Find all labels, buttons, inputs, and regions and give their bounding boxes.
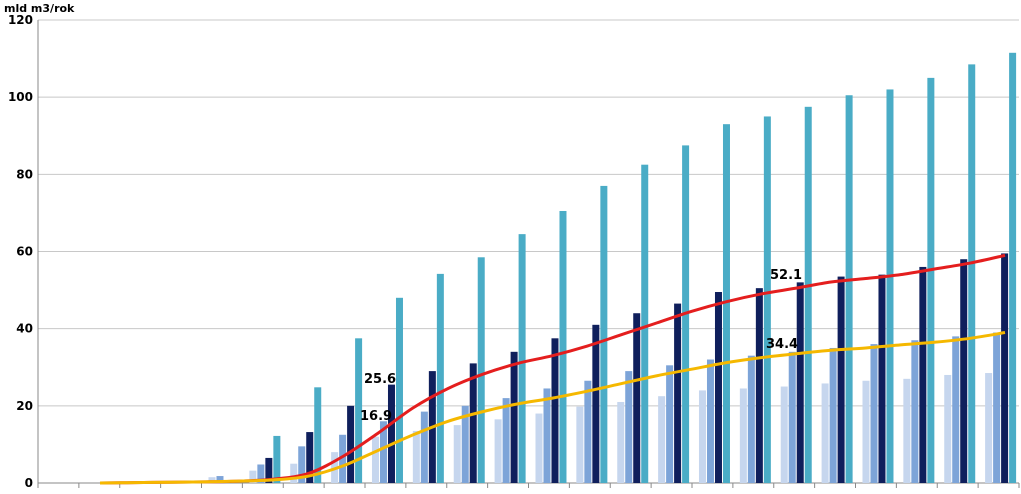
data-label-0: 25.6: [364, 372, 396, 387]
bar-s2-c18: [796, 282, 804, 483]
y-tick-label-60: 60: [16, 245, 33, 259]
bar-s0-c6: [290, 463, 298, 483]
y-tick-label-20: 20: [16, 399, 33, 413]
bar-s0-c18: [780, 386, 788, 483]
bar-s3-c18: [804, 106, 812, 483]
y-tick-label-80: 80: [16, 167, 33, 181]
bar-s2-c12: [551, 338, 559, 483]
bar-s0-c22: [944, 374, 952, 483]
bar-s2-c5: [265, 457, 273, 483]
bar-s1-c17: [747, 355, 755, 483]
bar-s1-c14: [625, 371, 633, 483]
bar-s0-c16: [698, 390, 706, 483]
bar-s1-c9: [420, 411, 428, 483]
bar-s0-c23: [985, 373, 993, 483]
data-label-3: 34.4: [766, 337, 798, 352]
bar-s1-c15: [666, 365, 674, 483]
bar-s2-c11: [510, 351, 518, 483]
bar-s2-c10: [469, 363, 477, 483]
bar-s0-c11: [494, 419, 502, 483]
bar-s1-c20: [870, 344, 878, 483]
bar-s2-c22: [960, 259, 968, 483]
bar-s3-c5: [273, 435, 281, 483]
bar-s2-c20: [878, 274, 886, 483]
bar-s1-c6: [298, 446, 306, 483]
bar-s2-c23: [1001, 253, 1009, 483]
bar-s1-c4: [216, 476, 224, 483]
y-axis-unit-label: mld m3/rok: [4, 2, 75, 15]
bar-s0-c12: [535, 413, 543, 483]
bar-s0-c14: [617, 401, 625, 483]
bar-s0-c20: [862, 380, 870, 483]
bar-s0-c21: [903, 378, 911, 483]
bar-s3-c11: [518, 234, 526, 483]
line-series-1: [99, 331, 1006, 485]
bar-s1-c21: [911, 340, 919, 483]
bar-s1-c22: [952, 336, 960, 483]
bar-s1-c12: [543, 388, 551, 483]
bar-s3-c22: [968, 64, 976, 483]
bar-s3-c14: [641, 164, 649, 483]
bar-s2-c6: [306, 432, 314, 483]
bar-s0-c19: [821, 383, 829, 483]
bar-s2-c14: [633, 313, 641, 483]
data-label-2: 52.1: [770, 268, 802, 283]
bar-s2-c8: [387, 384, 395, 483]
bar-s1-c10: [461, 405, 469, 483]
bar-s3-c9: [436, 273, 444, 483]
bar-s1-c8: [379, 421, 387, 483]
bar-s3-c20: [886, 89, 894, 483]
bar-s0-c5: [249, 470, 257, 483]
bar-s1-c16: [706, 359, 714, 483]
y-tick-label-100: 100: [8, 90, 33, 104]
bar-s0-c8: [371, 436, 379, 483]
y-tick-label-40: 40: [16, 322, 33, 336]
bar-s0-c17: [739, 388, 747, 483]
bar-s2-c7: [347, 405, 355, 483]
bar-s3-c19: [845, 95, 853, 484]
bar-s0-c4: [208, 477, 216, 483]
bar-s1-c18: [788, 351, 796, 483]
bar-s3-c7: [355, 338, 363, 483]
bar-s2-c19: [837, 276, 845, 483]
bar-s2-c21: [919, 266, 927, 483]
bar-s1-c11: [502, 398, 510, 483]
bar-s2-c13: [592, 324, 600, 483]
bar-s0-c15: [658, 396, 666, 483]
bar-s3-c16: [722, 124, 730, 484]
data-label-1: 16.9: [360, 409, 392, 424]
bar-s1-c7: [339, 434, 347, 483]
bar-s1-c13: [584, 380, 592, 483]
bar-s3-c17: [763, 116, 771, 483]
bar-s1-c23: [993, 332, 1001, 483]
bar-s2-c15: [674, 303, 682, 483]
bar-s3-c23: [1009, 52, 1017, 483]
bar-s1-c19: [829, 347, 837, 483]
bar-s3-c21: [927, 77, 935, 483]
bar-s0-c9: [412, 430, 420, 483]
bar-s3-c13: [600, 185, 608, 484]
bar-s3-c12: [559, 210, 567, 484]
bar-s0-c13: [576, 406, 584, 483]
bar-s2-c17: [755, 288, 763, 483]
y-tick-label-0: 0: [25, 476, 33, 490]
bar-s3-c8: [395, 297, 403, 483]
bar-s3-c10: [477, 257, 485, 483]
bar-s0-c10: [453, 425, 461, 483]
y-tick-label-120: 120: [8, 13, 33, 27]
bar-s2-c16: [714, 292, 722, 483]
bar-s3-c6: [314, 387, 322, 483]
bar-s1-c5: [257, 464, 265, 483]
